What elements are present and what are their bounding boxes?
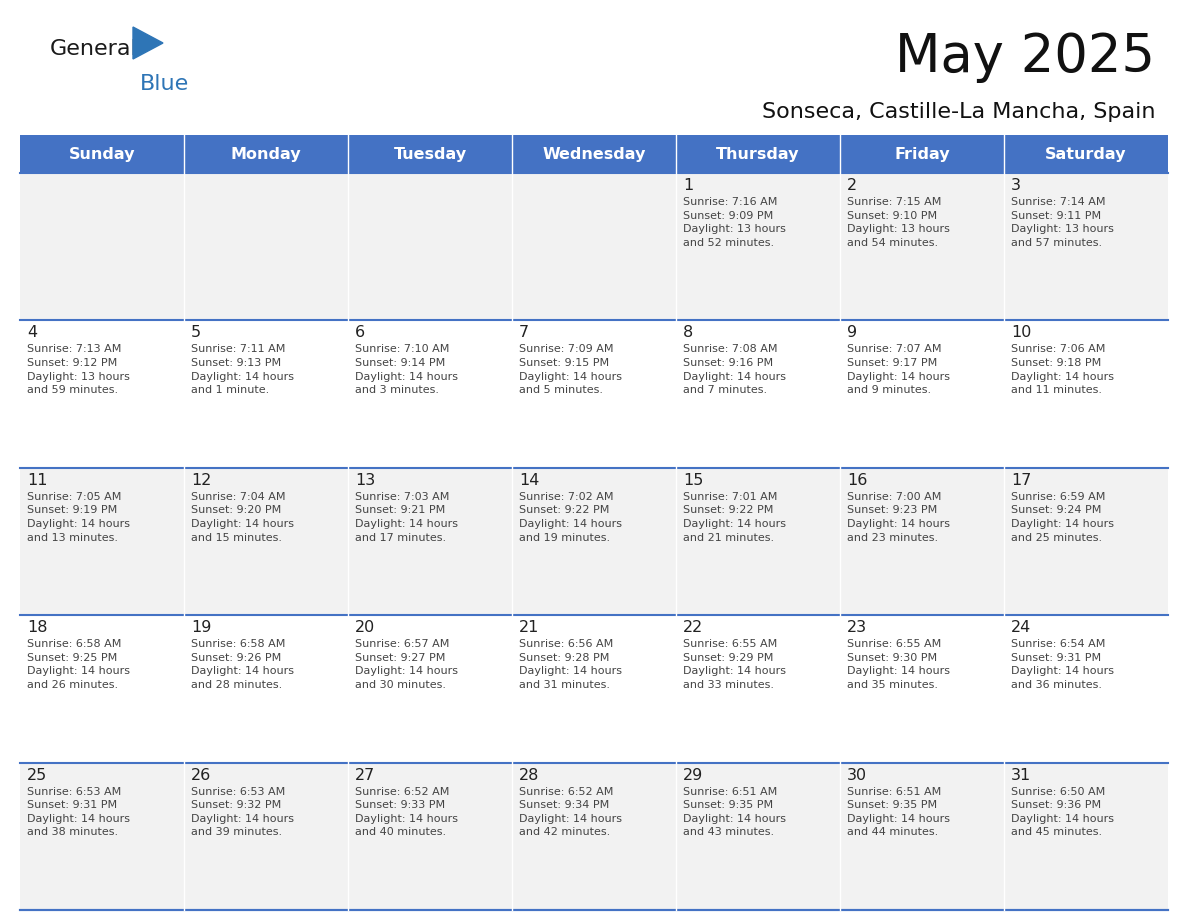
Text: Sunrise: 7:11 AM
Sunset: 9:13 PM
Daylight: 14 hours
and 1 minute.: Sunrise: 7:11 AM Sunset: 9:13 PM Dayligh…: [191, 344, 293, 396]
Text: Sunrise: 6:58 AM
Sunset: 9:25 PM
Daylight: 14 hours
and 26 minutes.: Sunrise: 6:58 AM Sunset: 9:25 PM Dayligh…: [27, 639, 129, 690]
Text: Friday: Friday: [895, 147, 950, 162]
Bar: [20, 173, 1168, 320]
Text: 8: 8: [683, 325, 694, 341]
Text: Tuesday: Tuesday: [393, 147, 467, 162]
Text: Sunrise: 6:55 AM
Sunset: 9:30 PM
Daylight: 14 hours
and 35 minutes.: Sunrise: 6:55 AM Sunset: 9:30 PM Dayligh…: [847, 639, 950, 690]
Text: 1: 1: [683, 178, 694, 193]
Bar: [676, 135, 840, 173]
Text: 18: 18: [27, 621, 48, 635]
Text: Sunrise: 6:57 AM
Sunset: 9:27 PM
Daylight: 14 hours
and 30 minutes.: Sunrise: 6:57 AM Sunset: 9:27 PM Dayligh…: [355, 639, 459, 690]
Text: Sunrise: 7:13 AM
Sunset: 9:12 PM
Daylight: 13 hours
and 59 minutes.: Sunrise: 7:13 AM Sunset: 9:12 PM Dayligh…: [27, 344, 129, 396]
Text: Sunrise: 6:52 AM
Sunset: 9:34 PM
Daylight: 14 hours
and 42 minutes.: Sunrise: 6:52 AM Sunset: 9:34 PM Dayligh…: [519, 787, 623, 837]
Text: 19: 19: [191, 621, 211, 635]
Text: 15: 15: [683, 473, 703, 487]
Text: 10: 10: [1011, 325, 1031, 341]
Text: Sunrise: 7:14 AM
Sunset: 9:11 PM
Daylight: 13 hours
and 57 minutes.: Sunrise: 7:14 AM Sunset: 9:11 PM Dayligh…: [1011, 197, 1114, 248]
Text: 22: 22: [683, 621, 703, 635]
Text: 21: 21: [519, 621, 539, 635]
Text: 30: 30: [847, 767, 867, 783]
Text: General: General: [50, 39, 138, 59]
Bar: [512, 135, 676, 173]
Text: Sunrise: 7:02 AM
Sunset: 9:22 PM
Daylight: 14 hours
and 19 minutes.: Sunrise: 7:02 AM Sunset: 9:22 PM Dayligh…: [519, 492, 623, 543]
Bar: [20, 615, 1168, 763]
Text: Sunrise: 6:51 AM
Sunset: 9:35 PM
Daylight: 14 hours
and 44 minutes.: Sunrise: 6:51 AM Sunset: 9:35 PM Dayligh…: [847, 787, 950, 837]
Text: Sunrise: 7:06 AM
Sunset: 9:18 PM
Daylight: 14 hours
and 11 minutes.: Sunrise: 7:06 AM Sunset: 9:18 PM Dayligh…: [1011, 344, 1114, 396]
Text: 11: 11: [27, 473, 48, 487]
Text: Sunrise: 7:10 AM
Sunset: 9:14 PM
Daylight: 14 hours
and 3 minutes.: Sunrise: 7:10 AM Sunset: 9:14 PM Dayligh…: [355, 344, 459, 396]
Text: Sunrise: 6:51 AM
Sunset: 9:35 PM
Daylight: 14 hours
and 43 minutes.: Sunrise: 6:51 AM Sunset: 9:35 PM Dayligh…: [683, 787, 786, 837]
Bar: [20, 763, 1168, 910]
Text: 20: 20: [355, 621, 375, 635]
Bar: [348, 135, 512, 173]
Text: Sunrise: 6:58 AM
Sunset: 9:26 PM
Daylight: 14 hours
and 28 minutes.: Sunrise: 6:58 AM Sunset: 9:26 PM Dayligh…: [191, 639, 293, 690]
Text: Sunrise: 7:15 AM
Sunset: 9:10 PM
Daylight: 13 hours
and 54 minutes.: Sunrise: 7:15 AM Sunset: 9:10 PM Dayligh…: [847, 197, 950, 248]
Text: 13: 13: [355, 473, 375, 487]
Text: Monday: Monday: [230, 147, 302, 162]
Text: Sunrise: 6:50 AM
Sunset: 9:36 PM
Daylight: 14 hours
and 45 minutes.: Sunrise: 6:50 AM Sunset: 9:36 PM Dayligh…: [1011, 787, 1114, 837]
Text: 7: 7: [519, 325, 529, 341]
Text: Sunday: Sunday: [69, 147, 135, 162]
Text: 6: 6: [355, 325, 365, 341]
Text: 5: 5: [191, 325, 201, 341]
Text: 27: 27: [355, 767, 375, 783]
Text: Sunrise: 6:53 AM
Sunset: 9:32 PM
Daylight: 14 hours
and 39 minutes.: Sunrise: 6:53 AM Sunset: 9:32 PM Dayligh…: [191, 787, 293, 837]
Text: 17: 17: [1011, 473, 1031, 487]
Text: Sunrise: 6:53 AM
Sunset: 9:31 PM
Daylight: 14 hours
and 38 minutes.: Sunrise: 6:53 AM Sunset: 9:31 PM Dayligh…: [27, 787, 129, 837]
Polygon shape: [133, 27, 163, 59]
Text: 12: 12: [191, 473, 211, 487]
Text: 25: 25: [27, 767, 48, 783]
Text: Sonseca, Castille-La Mancha, Spain: Sonseca, Castille-La Mancha, Spain: [762, 102, 1155, 122]
Text: 2: 2: [847, 178, 857, 193]
Text: 23: 23: [847, 621, 867, 635]
Text: Sunrise: 7:09 AM
Sunset: 9:15 PM
Daylight: 14 hours
and 5 minutes.: Sunrise: 7:09 AM Sunset: 9:15 PM Dayligh…: [519, 344, 623, 396]
Text: 24: 24: [1011, 621, 1031, 635]
Text: 4: 4: [27, 325, 37, 341]
Text: Sunrise: 7:01 AM
Sunset: 9:22 PM
Daylight: 14 hours
and 21 minutes.: Sunrise: 7:01 AM Sunset: 9:22 PM Dayligh…: [683, 492, 786, 543]
Text: Sunrise: 6:52 AM
Sunset: 9:33 PM
Daylight: 14 hours
and 40 minutes.: Sunrise: 6:52 AM Sunset: 9:33 PM Dayligh…: [355, 787, 459, 837]
Text: Sunrise: 6:56 AM
Sunset: 9:28 PM
Daylight: 14 hours
and 31 minutes.: Sunrise: 6:56 AM Sunset: 9:28 PM Dayligh…: [519, 639, 623, 690]
Text: Sunrise: 7:16 AM
Sunset: 9:09 PM
Daylight: 13 hours
and 52 minutes.: Sunrise: 7:16 AM Sunset: 9:09 PM Dayligh…: [683, 197, 786, 248]
Text: 9: 9: [847, 325, 857, 341]
Text: May 2025: May 2025: [895, 31, 1155, 83]
Text: 16: 16: [847, 473, 867, 487]
Text: Saturday: Saturday: [1045, 147, 1126, 162]
Bar: [840, 135, 1004, 173]
Text: Sunrise: 7:00 AM
Sunset: 9:23 PM
Daylight: 14 hours
and 23 minutes.: Sunrise: 7:00 AM Sunset: 9:23 PM Dayligh…: [847, 492, 950, 543]
Text: Sunrise: 6:54 AM
Sunset: 9:31 PM
Daylight: 14 hours
and 36 minutes.: Sunrise: 6:54 AM Sunset: 9:31 PM Dayligh…: [1011, 639, 1114, 690]
Text: 29: 29: [683, 767, 703, 783]
Text: Sunrise: 6:59 AM
Sunset: 9:24 PM
Daylight: 14 hours
and 25 minutes.: Sunrise: 6:59 AM Sunset: 9:24 PM Dayligh…: [1011, 492, 1114, 543]
Text: Thursday: Thursday: [716, 147, 800, 162]
Text: 28: 28: [519, 767, 539, 783]
Bar: [20, 468, 1168, 615]
Text: 26: 26: [191, 767, 211, 783]
Text: 31: 31: [1011, 767, 1031, 783]
Text: Sunrise: 7:08 AM
Sunset: 9:16 PM
Daylight: 14 hours
and 7 minutes.: Sunrise: 7:08 AM Sunset: 9:16 PM Dayligh…: [683, 344, 786, 396]
Text: 3: 3: [1011, 178, 1020, 193]
Text: Wednesday: Wednesday: [542, 147, 646, 162]
Text: 14: 14: [519, 473, 539, 487]
Text: Sunrise: 7:04 AM
Sunset: 9:20 PM
Daylight: 14 hours
and 15 minutes.: Sunrise: 7:04 AM Sunset: 9:20 PM Dayligh…: [191, 492, 293, 543]
Text: Sunrise: 6:55 AM
Sunset: 9:29 PM
Daylight: 14 hours
and 33 minutes.: Sunrise: 6:55 AM Sunset: 9:29 PM Dayligh…: [683, 639, 786, 690]
Text: Sunrise: 7:07 AM
Sunset: 9:17 PM
Daylight: 14 hours
and 9 minutes.: Sunrise: 7:07 AM Sunset: 9:17 PM Dayligh…: [847, 344, 950, 396]
Bar: [184, 135, 348, 173]
Text: Sunrise: 7:05 AM
Sunset: 9:19 PM
Daylight: 14 hours
and 13 minutes.: Sunrise: 7:05 AM Sunset: 9:19 PM Dayligh…: [27, 492, 129, 543]
Text: Sunrise: 7:03 AM
Sunset: 9:21 PM
Daylight: 14 hours
and 17 minutes.: Sunrise: 7:03 AM Sunset: 9:21 PM Dayligh…: [355, 492, 459, 543]
Bar: [1004, 135, 1168, 173]
Bar: [20, 135, 184, 173]
Bar: [20, 320, 1168, 468]
Text: Blue: Blue: [140, 74, 189, 94]
